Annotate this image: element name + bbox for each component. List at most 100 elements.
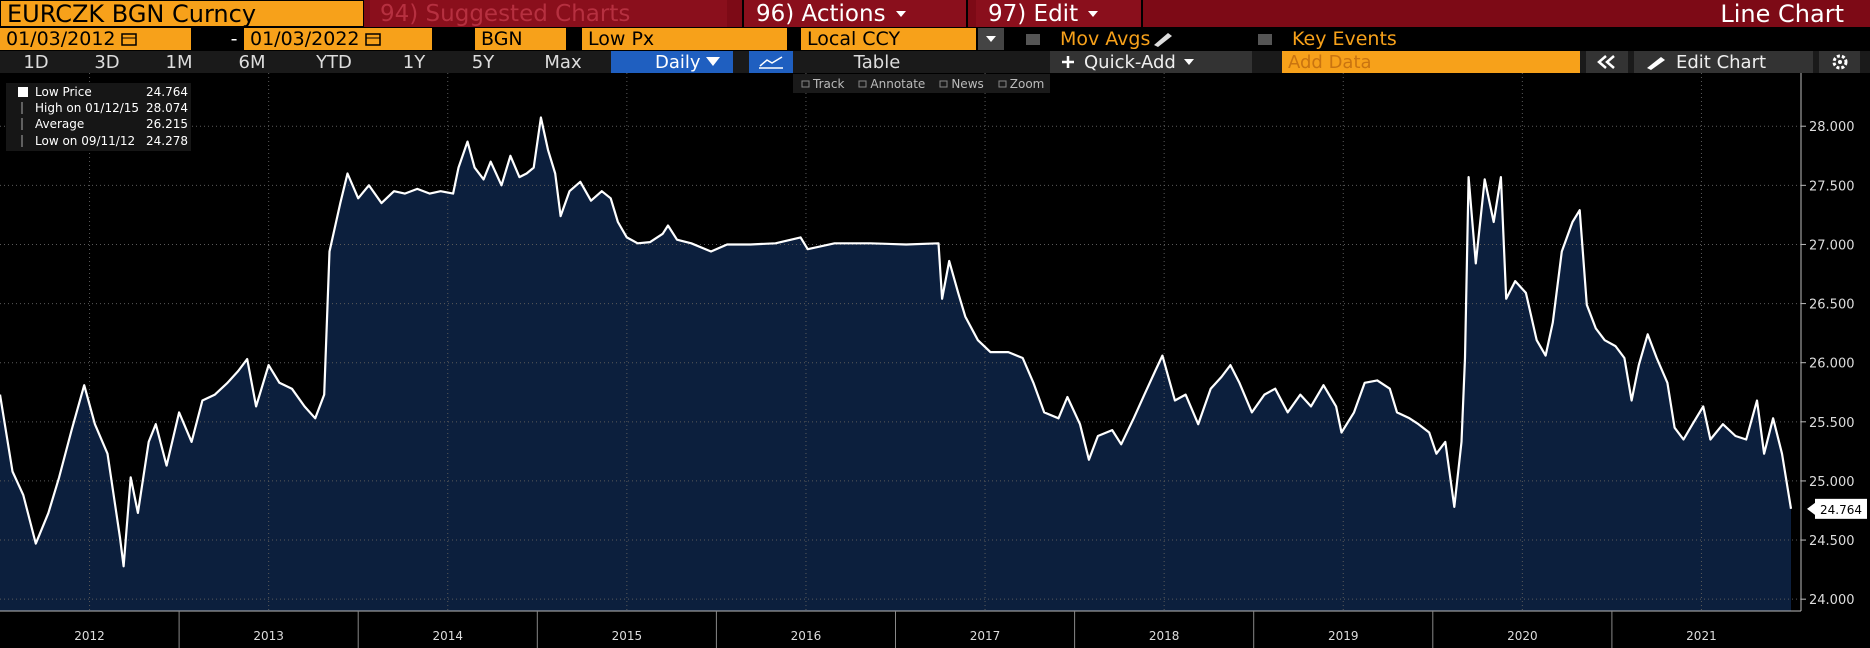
actions-menu[interactable]: 96) Actions (742, 0, 968, 27)
chart-tool[interactable]: Track (813, 76, 845, 91)
chart-type-title: Line Chart (1720, 0, 1844, 28)
x-tick-label: 2020 (1507, 629, 1538, 643)
legend-swatch (18, 87, 28, 97)
legend: Low Price 24.764 High on 01/12/15 28.074 Ave… (6, 83, 191, 151)
area-fill (0, 117, 1791, 611)
range-button[interactable]: YTD (316, 51, 352, 73)
field[interactable]: Low Px (582, 28, 787, 50)
range-button[interactable]: 5Y (471, 51, 495, 73)
tool-icon (858, 80, 867, 87)
y-tick-label: 25.500 (1809, 416, 1855, 431)
range-button[interactable]: 3D (94, 51, 120, 73)
edit-label: 97) Edit (988, 0, 1079, 27)
range-button[interactable]: 1D (23, 51, 49, 73)
legend-bg (6, 83, 191, 151)
stat-label: High on 01/12/15 (35, 101, 139, 115)
range-button[interactable]: 1M (165, 51, 193, 73)
line-chart-button[interactable] (749, 51, 793, 73)
chart-icon (759, 56, 783, 69)
stat-value: 28.074 (146, 101, 188, 115)
stat-value: 26.215 (146, 117, 188, 131)
period-label: Daily (655, 51, 701, 73)
y-tick-label: 25.000 (1809, 475, 1855, 490)
chart-tool[interactable]: Annotate (870, 76, 926, 91)
date-separator: - (230, 28, 238, 50)
mov-avgs-label: Mov Avgs (1060, 28, 1151, 50)
currency[interactable]: Local CCY (801, 28, 976, 50)
pencil-icon (1154, 33, 1173, 47)
pencil-icon (1647, 57, 1665, 70)
checkbox (1026, 34, 1040, 45)
edit-menu[interactable]: 97) Edit (976, 0, 1143, 27)
quick-add[interactable]: Quick-Add (1050, 51, 1252, 73)
stat-label: Average (35, 117, 84, 131)
stat-label: Low on 09/11/12 (35, 134, 135, 148)
y-tick-label: 24.500 (1809, 534, 1855, 549)
table-button[interactable]: Table (853, 51, 901, 73)
legend-value: 24.764 (146, 85, 188, 99)
tool-icon (939, 80, 948, 87)
y-tick-label: 26.000 (1809, 357, 1855, 372)
caret (986, 36, 996, 42)
key-events-checkbox[interactable] (1256, 28, 1278, 50)
price-line (0, 116, 1793, 568)
tool-icon (801, 80, 810, 87)
x-tick-label: 2017 (970, 629, 1001, 643)
add-data-field[interactable]: Add Data (1282, 51, 1580, 73)
x-tick-label: 2012 (74, 629, 105, 643)
y-tick-label: 27.000 (1809, 238, 1855, 253)
checkbox (1258, 34, 1272, 45)
last-value-pointer (1807, 502, 1815, 515)
y-tick-label: 28.000 (1809, 120, 1855, 135)
chart-tools: Track Annotate News Zoom (793, 74, 1051, 93)
mov-avgs[interactable]: Mov Avgs (1060, 28, 1176, 50)
y-tick-label: 24.000 (1809, 593, 1855, 608)
pricing-source[interactable]: BGN (475, 28, 566, 50)
range-button[interactable]: 1Y (402, 51, 426, 73)
chart-tool[interactable]: News (951, 76, 984, 91)
edit-chart-label: Edit Chart (1676, 51, 1767, 73)
last-value-label: 24.764 (1820, 503, 1862, 517)
calendar-icon (120, 33, 137, 46)
caret (1088, 10, 1099, 17)
range-button[interactable]: 6M (238, 51, 266, 73)
caret (895, 10, 906, 17)
range-button[interactable]: Max (544, 51, 582, 73)
x-tick-label: 2016 (791, 629, 822, 643)
last-value-box (1815, 498, 1867, 519)
key-events[interactable]: Key Events (1292, 28, 1397, 50)
start-date-text: 01/03/2012 (6, 28, 116, 50)
start-date[interactable]: 01/03/2012 (0, 28, 191, 50)
period-selector[interactable]: Daily (611, 51, 733, 73)
x-tick-label: 2018 (1149, 629, 1180, 643)
caret (705, 57, 720, 66)
mov-avgs-checkbox[interactable] (1024, 28, 1046, 50)
settings-button[interactable] (1819, 51, 1860, 73)
x-tick-label: 2019 (1328, 629, 1359, 643)
legend-label: Low Price (35, 85, 92, 99)
double-chevron (1597, 55, 1615, 69)
caret (1183, 59, 1194, 65)
x-tick-label: 2013 (253, 629, 284, 643)
currency-dropdown[interactable] (978, 28, 1004, 50)
end-date-text: 01/03/2022 (250, 28, 360, 50)
actions-label: 96) Actions (756, 0, 886, 27)
chart: 24.000 24.500 25.000 25.500 26.000 26.500 27.0… (0, 73, 1867, 648)
suggested-charts[interactable]: 94) Suggested Charts (370, 0, 727, 27)
end-date[interactable]: 01/03/2022 (244, 28, 432, 50)
collapse-button[interactable] (1586, 51, 1628, 73)
x-tick-label: 2015 (612, 629, 643, 643)
plus-icon (1062, 56, 1074, 68)
edit-chart[interactable]: Edit Chart (1634, 51, 1813, 73)
y-tick-label: 27.500 (1809, 179, 1855, 194)
calendar-icon (364, 33, 381, 46)
chart-tool[interactable]: Zoom (1009, 76, 1045, 91)
stat-value: 24.278 (146, 134, 188, 148)
x-tick-label: 2021 (1686, 629, 1717, 643)
quick-add-label: Quick-Add (1084, 51, 1176, 73)
tool-icon (998, 80, 1007, 87)
x-tick-label: 2014 (432, 629, 463, 643)
security[interactable]: EURCZK BGN Curncy (0, 0, 364, 28)
y-tick-label: 26.500 (1809, 298, 1855, 313)
